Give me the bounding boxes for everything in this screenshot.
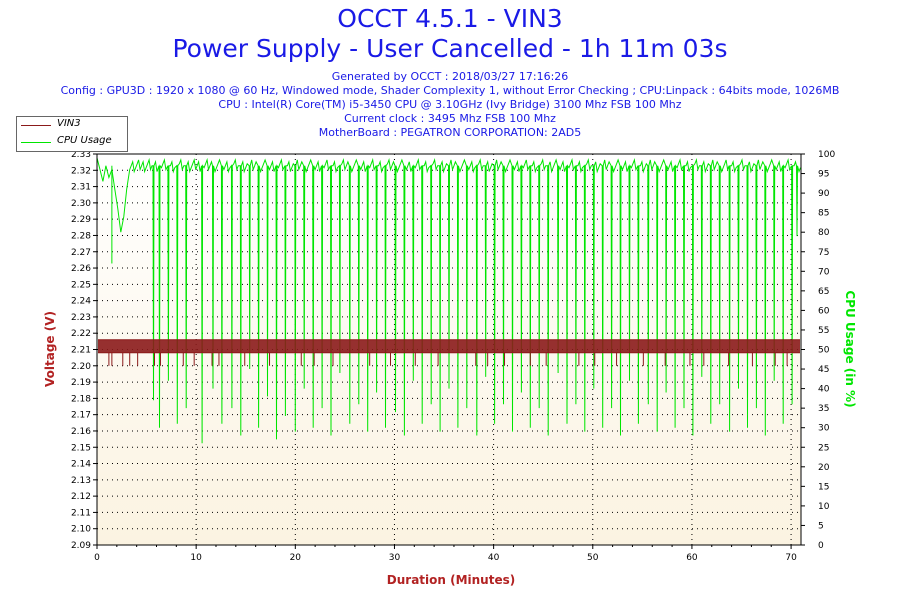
y2-tick-label: 25 (818, 443, 829, 453)
y2-tick-label: 55 (818, 326, 829, 336)
legend-label-vin3: VIN3 (57, 118, 81, 129)
y-tick-label: 2.12 (71, 492, 91, 502)
y2-tick-label: 10 (818, 502, 830, 512)
series-cpu-usage (96, 157, 801, 444)
y-tick-label: 2.29 (71, 215, 91, 225)
y-tick-label: 2.17 (71, 411, 91, 421)
y2-tick-label: 65 (818, 287, 829, 297)
axes: 0 10 20 30 40 50 60 702.092.102.112.122.132.142… (71, 150, 835, 563)
y-tick-label: 2.20 (71, 362, 91, 372)
y-axis-label: Voltage (V) (43, 311, 57, 387)
y2-tick-label: 35 (818, 404, 829, 414)
y-tick-label: 2.23 (71, 313, 91, 323)
x-tick-label: 10 (190, 553, 202, 563)
cpu-usage-line (96, 157, 801, 444)
y2-tick-label: 75 (818, 248, 829, 258)
series-vin3 (98, 339, 800, 366)
x-tick-label: 20 (290, 553, 302, 563)
x-tick-label: 40 (488, 553, 500, 563)
y-tick-label: 2.15 (71, 443, 91, 453)
y-tick-label: 2.13 (71, 476, 91, 486)
x-tick-label: 50 (587, 553, 599, 563)
chart-subtitle: Power Supply - User Cancelled - 1h 11m 0… (172, 34, 728, 63)
info-config: Config : GPU3D : 1920 x 1080 @ 60 Hz, Wi… (60, 84, 840, 97)
legend-swatch-vin3 (21, 125, 51, 126)
y2-tick-label: 80 (818, 228, 830, 238)
y-tick-label: 2.31 (71, 183, 91, 193)
chart-title: OCCT 4.5.1 - VIN3 (337, 4, 563, 33)
y-tick-label: 2.26 (71, 264, 91, 274)
y2-tick-label: 70 (818, 267, 830, 277)
y2-tick-label: 85 (818, 209, 829, 219)
y-tick-label: 2.21 (71, 346, 91, 356)
y-tick-label: 2.27 (71, 248, 91, 258)
y-tick-label: 2.19 (71, 378, 91, 388)
y-tick-label: 2.30 (71, 199, 91, 209)
y2-tick-label: 0 (818, 541, 824, 551)
y2-tick-label: 50 (818, 346, 830, 356)
x-tick-label: 0 (94, 553, 100, 563)
info-generated: Generated by OCCT : 2018/03/27 17:16:26 (331, 70, 569, 83)
info-clock: Current clock : 3495 Mhz FSB 100 Mhz (344, 112, 556, 125)
y-tick-label: 2.10 (71, 525, 91, 535)
vin3-band (98, 339, 800, 353)
y-tick-label: 2.18 (71, 394, 91, 404)
y-tick-label: 2.14 (71, 460, 91, 470)
y-tick-label: 2.16 (71, 427, 91, 437)
legend: VIN3 CPU Usage (16, 116, 128, 152)
legend-label-cpu-usage: CPU Usage (57, 135, 112, 146)
y2-tick-label: 90 (818, 189, 830, 199)
x-tick-label: 70 (785, 553, 797, 563)
y2-tick-label: 5 (818, 521, 824, 531)
y-tick-label: 2.25 (71, 280, 91, 290)
y2-tick-label: 100 (818, 150, 835, 160)
y2-tick-label: 15 (818, 482, 829, 492)
y-tick-label: 2.11 (71, 508, 91, 518)
y2-tick-label: 60 (818, 306, 830, 316)
y-tick-label: 2.33 (71, 150, 91, 160)
y-tick-label: 2.09 (71, 541, 91, 551)
legend-item-cpu-usage: CPU Usage (17, 135, 127, 149)
x-axis-label: Duration (Minutes) (387, 573, 515, 587)
y-tick-label: 2.28 (71, 231, 91, 241)
info-motherboard: MotherBoard : PEGATRON CORPORATION: 2AD5 (318, 126, 582, 139)
y-tick-label: 2.32 (71, 166, 91, 176)
y2-axis-label: CPU Usage (in %) (843, 290, 857, 407)
y2-tick-label: 20 (818, 463, 830, 473)
y2-tick-label: 30 (818, 424, 830, 434)
y2-tick-label: 95 (818, 170, 829, 180)
y2-tick-label: 45 (818, 365, 829, 375)
x-tick-label: 60 (686, 553, 698, 563)
y2-tick-label: 40 (818, 385, 830, 395)
info-cpu: CPU : Intel(R) Core(TM) i5-3450 CPU @ 3.… (218, 98, 682, 111)
y-tick-label: 2.22 (71, 329, 91, 339)
legend-item-vin3: VIN3 (17, 118, 127, 132)
y-tick-label: 2.24 (71, 297, 91, 307)
x-tick-label: 30 (389, 553, 401, 563)
legend-swatch-cpu-usage (21, 142, 51, 143)
